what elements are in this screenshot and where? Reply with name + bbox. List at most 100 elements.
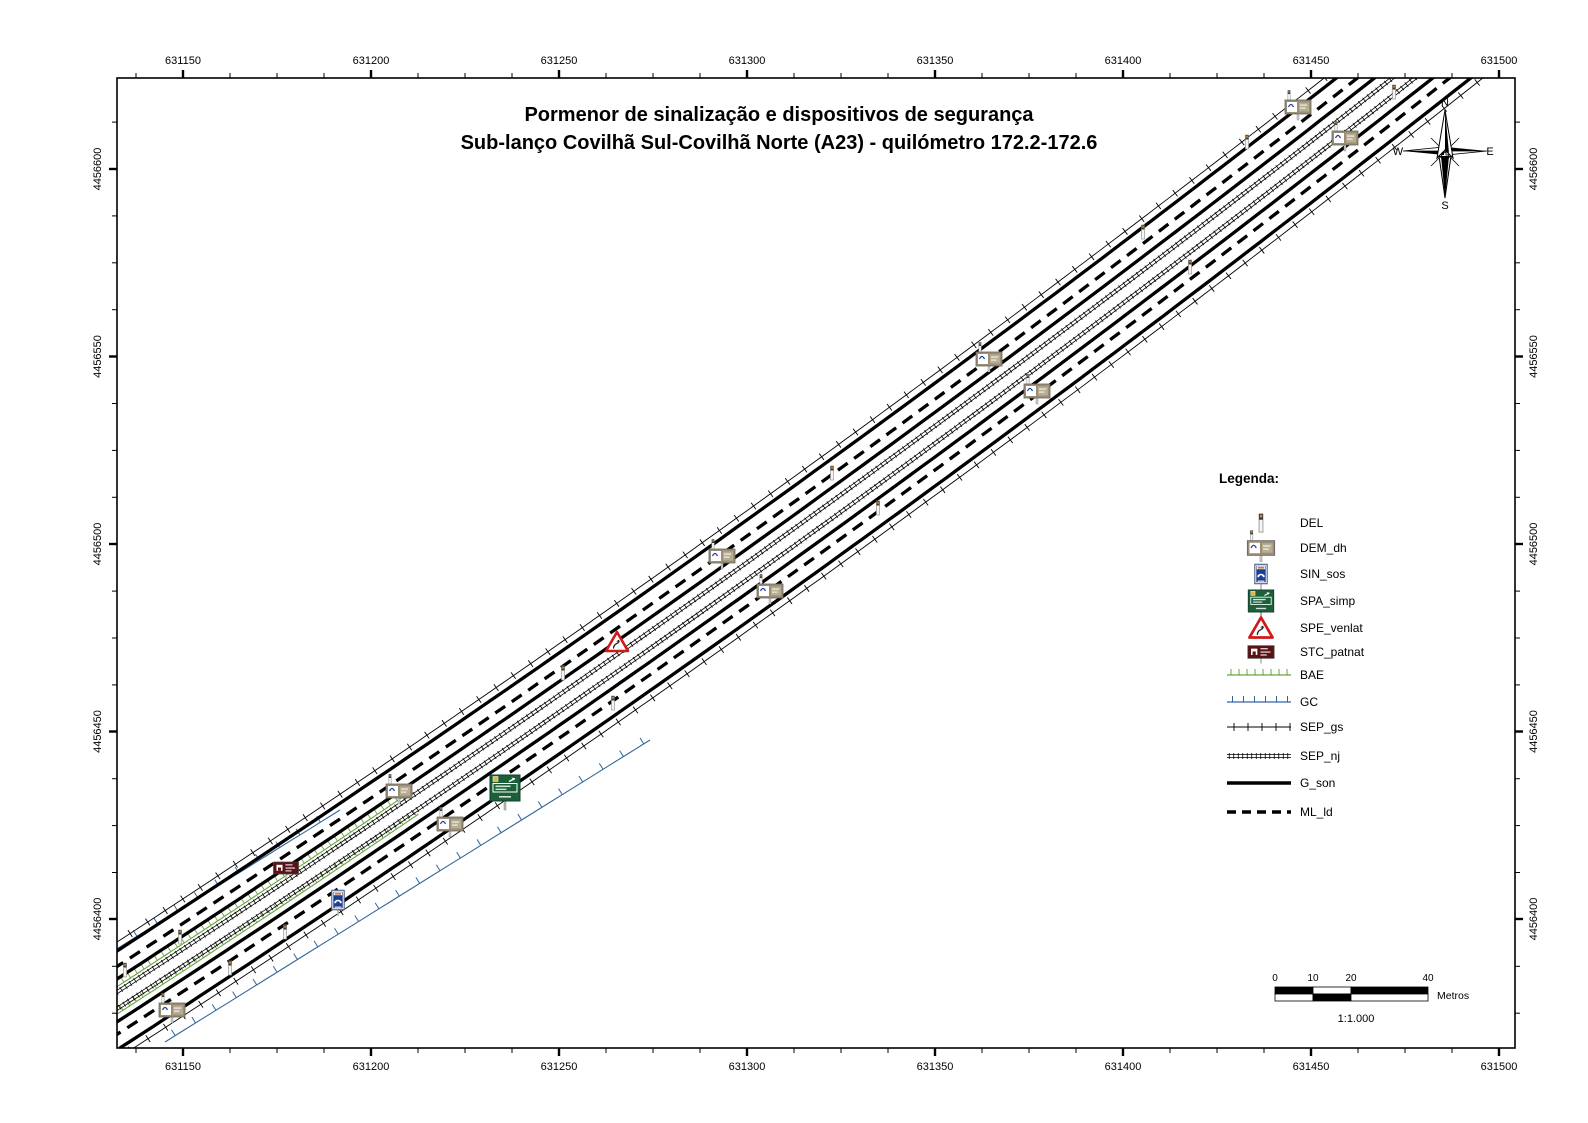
road-tick-SEP_nj — [1400, 85, 1405, 91]
road-tick-SEP_nj — [1112, 307, 1117, 312]
road-tick-SEP_nj — [451, 782, 456, 788]
road-tick-SEP_nj — [971, 412, 976, 418]
road-tick-SEP_nj — [740, 580, 745, 586]
road-tick-SEP_nj — [344, 838, 348, 844]
road-tick-SEP_nj — [200, 950, 205, 956]
road-tick-SEP_gs — [320, 919, 327, 927]
sign-photo-right — [400, 786, 410, 796]
road-tick-SEP_gs — [425, 849, 431, 857]
road-tick-SEP_gs — [1457, 92, 1464, 99]
legend-row-SIN_sos: SIN_sos — [1254, 563, 1345, 590]
road-tick-SEP_nj — [150, 983, 154, 989]
delineator-reflector — [760, 574, 762, 577]
road-tick-SEP_nj — [1160, 270, 1165, 276]
road-tick-SEP_nj — [686, 618, 691, 624]
road-tick-SEP_nj — [879, 462, 884, 468]
legend-row-SEP_gs: SEP_gs — [1300, 720, 1343, 734]
compass-label-s: S — [1441, 200, 1448, 212]
road-tick-SEP_nj — [312, 859, 316, 865]
road-tick-GC — [211, 1004, 217, 1011]
road-tick-SEP_nj — [909, 457, 914, 463]
road-tick-SEP_nj — [1458, 23, 1461, 27]
road-tick-SEP_nj — [575, 679, 580, 685]
road-tick-SEP_gs — [596, 611, 603, 620]
road-tick-SEP_nj — [1051, 353, 1056, 359]
road-tick-SEP_nj — [1361, 116, 1366, 121]
road-tick-SEP_gs — [648, 575, 654, 583]
road-tick-SEP_nj — [1195, 243, 1200, 249]
road-tick-SEP_nj — [1143, 283, 1148, 289]
sign-glyph — [1263, 548, 1269, 550]
sign-border — [1255, 564, 1267, 584]
road-tick-SEP_nj — [403, 798, 408, 804]
road-tick-SEP_nj — [1105, 295, 1109, 301]
road-tick-SEP_nj — [202, 932, 206, 938]
road-tick-SEP_gs — [1091, 373, 1098, 381]
road-tick-SEP_nj — [1422, 69, 1425, 73]
road-tick-SEP_nj — [1340, 114, 1345, 120]
y-tick-label: 4456450 — [92, 710, 104, 753]
scale-bar: 0 10 20 40 Metros 1:1.000 — [1272, 973, 1469, 1025]
road-line-SEP_nj — [117, 78, 1419, 1012]
road-tick-SEP_nj — [793, 542, 798, 547]
road-tick-SEP_nj — [990, 380, 995, 386]
road-tick-SEP_gs — [1342, 182, 1348, 190]
road-tick-SEP_gs — [390, 872, 396, 881]
road-tick-SEP_nj — [807, 532, 812, 538]
road-tick-SEP_nj — [145, 986, 150, 992]
road-tick-SEP_nj — [726, 590, 731, 596]
road-tick-SEP_nj — [1182, 253, 1187, 259]
road-tick-SEP_nj — [557, 692, 562, 698]
sign-glyph — [1300, 107, 1306, 109]
road-tick-SEP_nj — [123, 983, 128, 989]
road-tick-SEP_nj — [735, 583, 740, 589]
road-tick-SEP_nj — [543, 701, 548, 707]
road-tick-SEP_nj — [710, 584, 715, 590]
road-tick-SEP_nj — [860, 493, 865, 499]
sign-glyph — [772, 591, 778, 593]
road-tick-SEP_nj — [584, 673, 589, 679]
road-tick-SEP_nj — [433, 794, 438, 800]
road-tick-SEP_nj — [838, 509, 843, 515]
road-tick-SEP_gs — [1441, 105, 1448, 112]
delineator-reflector — [284, 925, 286, 928]
road-tick-SEP_nj — [191, 956, 196, 962]
marker-SPE_venlat — [604, 630, 630, 653]
road-tick-SEP_nj — [900, 464, 905, 470]
road-tick-SEP_nj — [986, 384, 991, 390]
road-tick-SEP_nj — [1217, 227, 1222, 233]
road-tick-SEP_nj — [1166, 248, 1171, 254]
road-tick-SEP_nj — [347, 853, 351, 859]
road-tick-SEP_nj — [196, 953, 200, 959]
road-tick-SEP_nj — [1262, 175, 1267, 181]
sign-pictogram-inner — [1252, 651, 1256, 655]
road-tick-SEP_nj — [353, 832, 358, 838]
map-title-line1: Pormenor de sinalização e dispositivos d… — [524, 104, 1034, 126]
road-tick-SEP_nj — [1178, 257, 1183, 263]
road-tick-SEP_nj — [587, 688, 592, 694]
road-tick-SEP_nj — [1231, 198, 1236, 204]
road-tick-SEP_nj — [1135, 272, 1140, 277]
road-tick-SEP_gs — [769, 609, 776, 617]
road-tick-SEP_nj — [1077, 333, 1082, 339]
road-tick-SEP_nj — [1148, 262, 1153, 267]
road-tick-SEP_nj — [435, 776, 439, 782]
road-tick-SEP_nj — [552, 695, 557, 701]
road-line-ML_ld — [117, 78, 1361, 969]
marker-DEL — [1245, 134, 1249, 150]
road-tick-SEP_nj — [918, 451, 923, 457]
road-tick-SEP_nj — [822, 504, 826, 510]
road-tick-SEP_nj — [1275, 165, 1280, 170]
sign-sos-text — [334, 892, 342, 895]
road-tick-SEP_nj — [1029, 369, 1033, 375]
sign-glyph — [1347, 135, 1354, 137]
road-tick-SEP_nj — [280, 881, 284, 887]
delineator-reflector — [979, 342, 981, 345]
road-tick-SEP_nj — [891, 470, 896, 476]
road-tick-SEP_nj — [296, 886, 301, 892]
road-tick-SEP_gs — [545, 648, 551, 656]
road-tick-SEP_nj — [417, 788, 421, 794]
road-tick-SEP_nj — [1074, 318, 1079, 324]
road-tick-SEP_nj — [1248, 203, 1253, 209]
road-tick-SEP_nj — [1314, 134, 1319, 140]
